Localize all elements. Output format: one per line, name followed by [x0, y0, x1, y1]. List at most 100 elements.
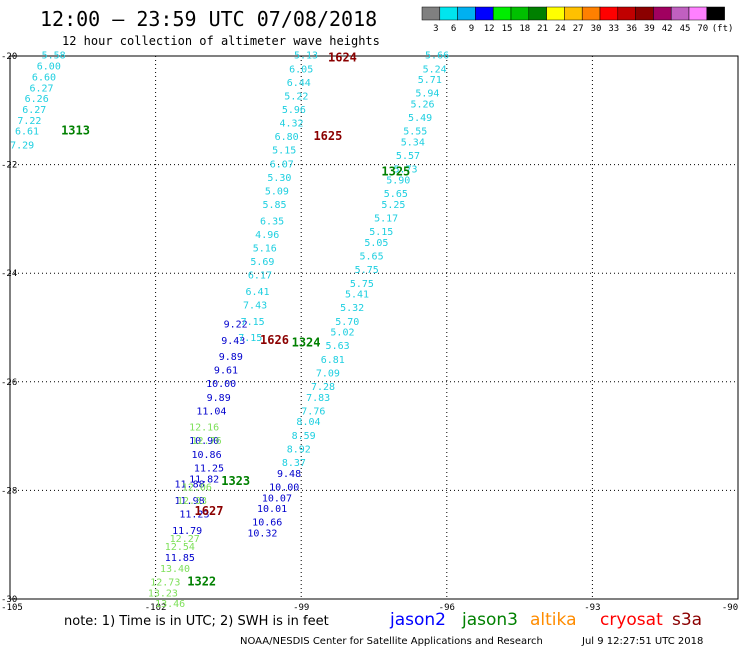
swh-value: 9.22: [224, 320, 248, 331]
swh-value: 10.66: [252, 518, 282, 529]
swh-value: 5.25: [381, 200, 405, 211]
y-tick-label: -28: [1, 486, 17, 496]
colorbar-swatch: [581, 6, 601, 21]
colorbar-swatch: [528, 6, 547, 21]
swh-value: 10.01: [257, 504, 287, 515]
swh-value: 7.15: [238, 333, 262, 344]
colorbar-swatch: [546, 6, 565, 21]
colorbar-swatch: [617, 6, 636, 21]
y-axis-ticks: -20 -22 -24 -26 -28 -30: [1, 52, 17, 605]
grid-lines: [10, 56, 738, 599]
plot-frame: [9, 55, 739, 600]
swh-value: 5.58: [42, 51, 66, 62]
x-tick-label: -99: [293, 603, 309, 613]
swh-value: 6.61: [15, 127, 39, 138]
pass-label: 1625: [313, 129, 342, 143]
swh-value: 6.17: [248, 271, 272, 282]
colorbar-swatch: [421, 6, 441, 21]
swh-value: 5.63: [326, 341, 350, 352]
swh-value: 5.85: [262, 200, 286, 211]
swh-value: 5.94: [415, 89, 439, 100]
chart-title: 12:00 – 23:59 UTC 07/08/2018: [40, 7, 377, 31]
colorbar-swatch: [510, 6, 530, 21]
swh-value: 5.16: [253, 243, 277, 254]
colorbar-swatch: [688, 6, 708, 21]
x-tick-label: -105: [1, 603, 23, 613]
swh-value: 11.85: [165, 553, 195, 564]
swh-value: 12.76: [192, 436, 222, 447]
swh-value: 5.73: [393, 165, 417, 176]
colorbar-label: 24: [555, 24, 566, 34]
colorbar-label: 70: [697, 24, 708, 34]
colorbar-label: 9: [469, 24, 474, 34]
colorbar-label: 30: [591, 24, 602, 34]
swh-value: 7.15: [241, 317, 265, 328]
swh-value: 13.46: [155, 599, 185, 610]
y-tick-label: -26: [1, 378, 17, 388]
swh-value: 5.17: [374, 214, 398, 225]
swh-value: 10.07: [262, 493, 292, 504]
colorbar-label: 18: [519, 24, 530, 34]
swh-value: 8.37: [282, 458, 306, 469]
legend-jason3: jason3: [461, 610, 518, 630]
colorbar-label: 39: [644, 24, 655, 34]
swh-value: 5.13: [294, 51, 318, 62]
pass-label: 1322: [187, 574, 216, 588]
x-tick-label: -93: [584, 603, 600, 613]
swh-value: 5.70: [335, 317, 359, 328]
swh-value: 5.15: [369, 227, 393, 238]
swh-value: 9.48: [277, 469, 301, 480]
swh-value: 6.27: [29, 83, 53, 94]
swh-value: 9.43: [221, 336, 245, 347]
satellite-legend: jason2 jason3 altika cryosat s3a: [389, 610, 702, 630]
y-tick-label: -20: [1, 52, 17, 62]
colorbar-swatch: [599, 6, 619, 21]
swh-value: 6.07: [270, 159, 294, 170]
x-tick-label: -90: [722, 603, 738, 613]
swh-value: 5.22: [284, 91, 308, 102]
chart-subtitle: 12 hour collection of altimeter wave hei…: [62, 34, 380, 48]
swh-value: 6.26: [25, 94, 49, 105]
pass-label: 1624: [328, 50, 357, 64]
swh-value: 4.32: [279, 119, 303, 130]
swh-value: 5.65: [384, 189, 408, 200]
y-tick-label: -30: [1, 595, 17, 605]
swh-value: 6.80: [275, 132, 299, 143]
swh-value: 12.54: [165, 542, 195, 553]
swh-value: 12.27: [170, 534, 200, 545]
legend-altika: altika: [530, 610, 577, 630]
swh-value: 11.25: [194, 463, 224, 474]
y-tick-label: -24: [1, 269, 17, 279]
swh-value: 6.05: [289, 64, 313, 75]
pass-label: 1325: [381, 164, 410, 178]
swh-value: 5.26: [410, 100, 434, 111]
colorbar-swatch: [492, 6, 512, 21]
legend-s3a: s3a: [672, 610, 702, 630]
swh-value: 5.75: [350, 279, 374, 290]
swh-value: 9.89: [219, 352, 243, 363]
swh-value: 9.61: [214, 366, 238, 377]
swh-value: 5.05: [364, 238, 388, 249]
swh-value: 8.04: [296, 417, 320, 428]
x-tick-label: -96: [439, 603, 455, 613]
colorbar-label: 42: [662, 24, 673, 34]
swh-value: 5.69: [250, 257, 274, 268]
swh-value: 7.76: [301, 406, 325, 417]
swh-value: 12.33: [177, 496, 207, 507]
swh-value: 5.41: [345, 290, 369, 301]
swh-value: 6.60: [32, 72, 56, 83]
swh-value: 7.83: [306, 393, 330, 404]
colorbar-swatch: [439, 6, 458, 21]
swh-value: 5.15: [272, 146, 296, 157]
swh-value: 11.88: [175, 480, 205, 491]
colorbar-label: 21: [537, 24, 548, 34]
colorbar-label: 3: [433, 24, 438, 34]
swh-value: 13.23: [148, 588, 178, 599]
swh-value: 5.71: [418, 75, 442, 86]
swh-value: 7.43: [243, 300, 267, 311]
colorbar-swatch: [706, 6, 725, 21]
footnote: note: 1) Time is in UTC; 2) SWH is in fe…: [64, 614, 329, 629]
colorbar-label: 15: [502, 24, 513, 34]
swh-value: 8.59: [292, 431, 316, 442]
